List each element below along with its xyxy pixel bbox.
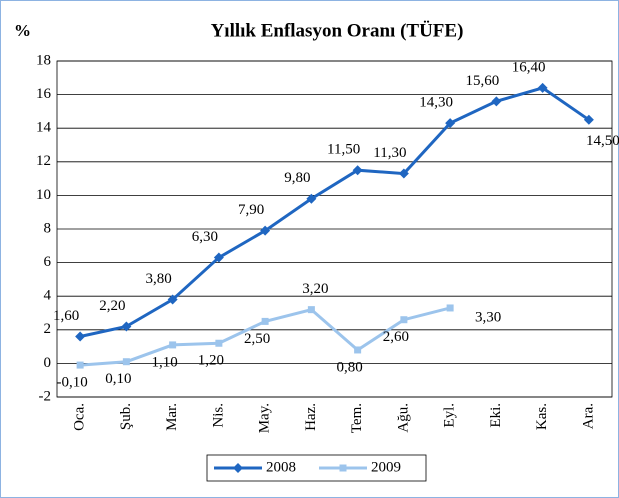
x-tick-label: Nis. [210, 403, 226, 428]
x-tick-label: Eki. [488, 403, 504, 428]
marker [76, 361, 84, 369]
data-label: 0,80 [337, 359, 363, 375]
data-label: 14,50 [586, 133, 619, 149]
data-label: 9,80 [284, 170, 310, 186]
data-label: 1,60 [53, 308, 79, 324]
y-tick-label: 12 [36, 153, 51, 169]
x-tick-label: Tem. [349, 403, 365, 433]
marker [354, 346, 362, 354]
marker [169, 341, 177, 349]
y-tick-label: -2 [39, 388, 52, 404]
x-tick-label: May. [257, 403, 273, 433]
y-tick-label: 16 [36, 86, 52, 102]
y-tick-label: 6 [44, 254, 52, 270]
marker [75, 331, 86, 342]
y-tick-label: 14 [36, 120, 52, 136]
marker [583, 114, 594, 125]
marker [167, 294, 178, 305]
data-label: 15,60 [466, 73, 500, 89]
marker [261, 317, 269, 325]
data-label: 6,30 [192, 229, 218, 245]
y-tick-label: 4 [44, 288, 52, 304]
data-label: 2,60 [383, 329, 409, 345]
data-label: 11,50 [327, 142, 360, 158]
x-tick-label: Mar. [164, 403, 180, 431]
marker [446, 304, 454, 312]
marker [537, 82, 548, 93]
y-tick-label: 0 [44, 355, 52, 371]
marker [398, 168, 409, 179]
data-label: 3,20 [302, 281, 328, 297]
y-tick-label: 2 [44, 321, 52, 337]
x-tick-label: Şub. [118, 403, 134, 430]
data-label: 7,90 [238, 202, 264, 218]
marker [352, 165, 363, 176]
data-label: 3,30 [475, 309, 501, 325]
y-tick-label: 8 [44, 220, 52, 236]
data-label: 11,30 [373, 145, 406, 161]
data-label: 0,10 [105, 371, 131, 387]
plot-frame [56, 60, 613, 398]
marker [445, 118, 456, 129]
marker [491, 96, 502, 107]
legend-label: 2008 [266, 459, 296, 475]
marker [121, 321, 132, 332]
marker [215, 339, 223, 347]
data-label: 2,50 [244, 331, 270, 347]
x-tick-label: Ara. [580, 403, 596, 429]
y-axis-label: % [14, 21, 31, 40]
x-tick-label: Haz. [303, 403, 319, 431]
chart-title: Yıllık Enflasyon Oranı (TÜFE) [211, 20, 464, 41]
marker [400, 316, 408, 324]
data-label: 14,30 [419, 95, 453, 111]
marker [122, 358, 130, 366]
legend-label: 2009 [371, 459, 401, 475]
data-label: 1,10 [152, 354, 178, 370]
marker [260, 225, 271, 236]
y-tick-label: 10 [36, 187, 51, 203]
marker [213, 252, 224, 263]
data-label: 16,40 [512, 59, 546, 75]
marker [339, 464, 347, 472]
x-tick-label: Ağu. [395, 403, 411, 433]
x-tick-label: Oca. [72, 403, 88, 431]
x-tick-label: Eyl. [442, 403, 458, 428]
data-label: -0,10 [57, 375, 88, 391]
marker [233, 463, 243, 473]
x-tick-label: Kas. [534, 403, 550, 430]
series-line [79, 86, 590, 338]
data-label: 2,20 [99, 298, 125, 314]
data-label: 1,20 [198, 353, 224, 369]
data-label: 3,80 [146, 271, 172, 287]
marker [307, 306, 315, 314]
marker [306, 193, 317, 204]
y-tick-label: 18 [36, 52, 51, 68]
